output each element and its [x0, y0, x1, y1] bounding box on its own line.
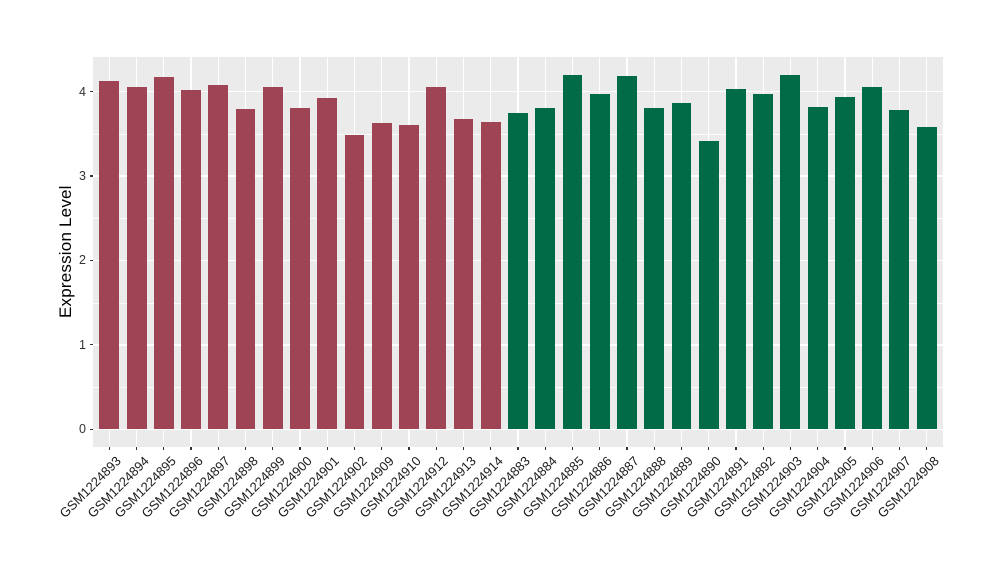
x-tick-mark [871, 447, 873, 450]
bar-GSM1224888 [644, 107, 665, 430]
bar-GSM1224894 [126, 87, 147, 430]
x-tick-mark [353, 447, 356, 450]
y-tick-mark [89, 175, 93, 177]
bar-GSM1224887 [617, 76, 637, 430]
bar-GSM1224912 [426, 86, 447, 430]
gridline-major [93, 90, 943, 93]
x-tick-mark [735, 447, 737, 450]
y-tick-label: 2 [79, 253, 86, 268]
bar-GSM1224899 [262, 86, 283, 430]
x-tick-mark [544, 447, 546, 450]
bar-GSM1224897 [208, 84, 229, 430]
x-tick-mark [135, 447, 138, 450]
bar-GSM1224892 [753, 94, 774, 430]
bar-GSM1224889 [671, 103, 692, 430]
bar-GSM1224896 [181, 89, 201, 430]
bar-GSM1224885 [562, 74, 583, 430]
x-tick-mark [926, 447, 928, 450]
x-tick-mark [626, 447, 628, 450]
x-tick-mark [680, 447, 683, 450]
x-tick-mark [789, 447, 792, 450]
bar-GSM1224906 [862, 87, 883, 430]
y-tick-label: 0 [79, 422, 86, 437]
x-tick-mark [299, 447, 301, 450]
bar-GSM1224893 [99, 80, 120, 430]
x-tick-mark [326, 447, 328, 450]
x-tick-mark [408, 447, 410, 450]
bar-GSM1224913 [453, 118, 474, 430]
plot-panel [93, 57, 943, 447]
y-tick-mark [89, 91, 93, 93]
bar-GSM1224908 [916, 127, 937, 430]
bar-GSM1224895 [153, 77, 174, 430]
bar-GSM1224903 [780, 74, 801, 430]
bar-GSM1224910 [399, 125, 419, 430]
bar-GSM1224914 [480, 122, 501, 430]
bar-GSM1224902 [344, 134, 365, 430]
x-tick-mark [272, 447, 274, 450]
x-tick-mark [163, 447, 165, 450]
x-tick-mark [462, 447, 465, 450]
x-tick-mark [217, 447, 219, 450]
x-tick-mark [381, 447, 383, 450]
x-tick-mark [435, 447, 437, 450]
x-tick-mark [762, 447, 764, 450]
y-tick-label: 3 [79, 169, 86, 184]
bar-GSM1224904 [807, 106, 828, 430]
bar-GSM1224884 [535, 108, 556, 430]
x-tick-mark [844, 447, 846, 450]
x-tick-mark [244, 447, 247, 450]
bar-GSM1224900 [290, 107, 310, 430]
x-tick-mark [108, 447, 110, 450]
y-tick-label: 1 [79, 337, 86, 352]
y-tick-mark [89, 259, 93, 262]
y-tick-mark [89, 428, 93, 430]
x-tick-mark [571, 447, 574, 450]
x-tick-mark [190, 447, 192, 450]
x-tick-mark [898, 447, 900, 450]
x-tick-mark [490, 447, 492, 450]
y-axis-title: Expression Level [56, 185, 75, 319]
y-tick-label: 4 [79, 84, 86, 99]
x-tick-mark [817, 447, 819, 450]
x-tick-mark [708, 447, 710, 450]
bar-GSM1224883 [508, 112, 528, 430]
bar-GSM1224909 [371, 122, 392, 430]
x-tick-mark [653, 447, 655, 450]
bar-GSM1224905 [834, 96, 855, 430]
bar-GSM1224890 [698, 140, 719, 430]
x-tick-mark [517, 447, 519, 450]
bar-GSM1224907 [889, 110, 910, 430]
x-tick-mark [599, 447, 601, 450]
bar-GSM1224901 [317, 97, 338, 430]
gridline-major [93, 428, 943, 430]
bar-GSM1224886 [589, 94, 610, 430]
y-tick-mark [89, 344, 93, 346]
bar-GSM1224891 [726, 89, 746, 430]
bar-GSM1224898 [235, 109, 256, 430]
